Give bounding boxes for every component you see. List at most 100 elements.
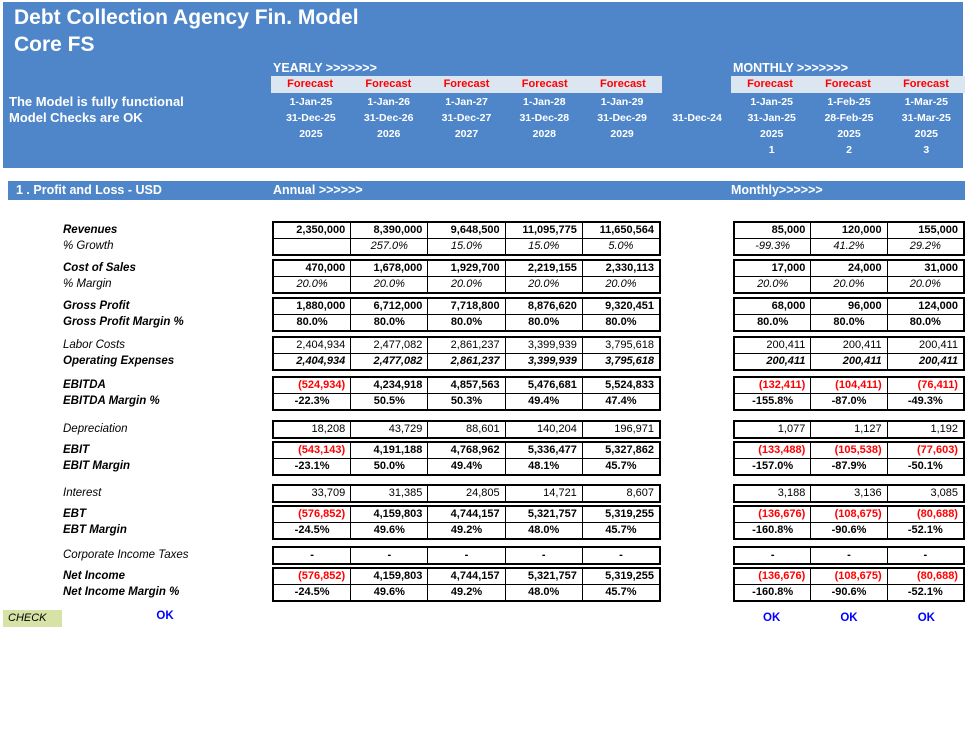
monthly-cell[interactable]: (77,603): [886, 443, 963, 458]
period-end-cell[interactable]: 31-Jan-25: [747, 112, 796, 124]
monthly-cell[interactable]: (76,411): [886, 378, 963, 393]
annual-cell[interactable]: 49.4%: [427, 459, 504, 474]
annual-cell[interactable]: 48.1%: [504, 459, 582, 474]
monthly-cell[interactable]: 155,000: [886, 223, 963, 238]
row-label[interactable]: EBITDA Margin %: [63, 395, 160, 407]
period-start-cell[interactable]: 1-Jan-25: [750, 96, 793, 108]
monthly-cell[interactable]: 80.0%: [757, 316, 789, 328]
year-cell[interactable]: 2028: [532, 128, 556, 140]
annual-cell[interactable]: -23.1%: [294, 460, 330, 472]
annual-cell[interactable]: -24.5%: [294, 524, 330, 536]
period-start-cell[interactable]: 1-Mar-25: [904, 96, 948, 108]
monthly-cell[interactable]: 80.0%: [886, 315, 963, 330]
annual-cell[interactable]: 43,729: [350, 422, 427, 437]
forecast-cell[interactable]: Forecast: [747, 78, 793, 90]
annual-cell[interactable]: 5,524,833: [581, 378, 659, 393]
annual-cell[interactable]: 3,399,939: [504, 338, 582, 353]
annual-cell[interactable]: 5.0%: [581, 239, 659, 254]
period-number-cell[interactable]: 1: [768, 144, 775, 156]
annual-cell[interactable]: 18,208: [311, 423, 346, 435]
period-end-cell[interactable]: 31-Mar-25: [901, 112, 951, 124]
annual-cell[interactable]: 20.0%: [296, 278, 328, 290]
row-label[interactable]: EBT Margin: [63, 524, 127, 536]
year-cell[interactable]: 2029: [610, 128, 634, 140]
year-cell[interactable]: 2027: [454, 128, 479, 140]
monthly-cell[interactable]: -49.3%: [886, 394, 963, 409]
monthly-cell[interactable]: 20.0%: [810, 277, 886, 292]
period-start-cell[interactable]: 1-Jan-25: [289, 96, 333, 108]
annual-cell[interactable]: 80.0%: [581, 315, 659, 330]
period-start-cell[interactable]: 1-Feb-25: [827, 96, 871, 108]
annual-cell[interactable]: 49.4%: [504, 394, 582, 409]
annual-cell[interactable]: 49.6%: [350, 523, 427, 538]
row-label[interactable]: Gross Profit: [63, 300, 130, 312]
monthly-cell[interactable]: 200,411: [810, 354, 886, 369]
period-start-cell[interactable]: 1-Jan-29: [600, 96, 644, 108]
annual-cell[interactable]: (524,934): [298, 379, 346, 391]
annual-cell[interactable]: 49.6%: [350, 585, 427, 600]
period-start-cell[interactable]: 1-Jan-26: [367, 96, 410, 108]
annual-cell[interactable]: 5,327,862: [581, 443, 659, 458]
annual-cell[interactable]: 1,880,000: [296, 300, 346, 312]
annual-cell[interactable]: 45.7%: [581, 459, 659, 474]
monthly-cell[interactable]: -160.8%: [752, 586, 794, 598]
monthly-cell[interactable]: (136,676): [758, 570, 806, 582]
annual-cell[interactable]: -: [350, 548, 427, 563]
monthly-cell[interactable]: (80,688): [886, 507, 963, 522]
year-cell[interactable]: 2025: [914, 128, 938, 140]
monthly-cell[interactable]: 96,000: [810, 299, 886, 314]
forecast-cell[interactable]: Forecast: [287, 78, 334, 90]
annual-cell[interactable]: 1,678,000: [350, 261, 427, 276]
row-label[interactable]: Net Income Margin %: [63, 586, 180, 598]
annual-cell[interactable]: 196,971: [581, 422, 659, 437]
row-label[interactable]: Corporate Income Taxes: [63, 549, 189, 561]
year-cell[interactable]: 2026: [377, 128, 401, 140]
annual-cell[interactable]: 4,857,563: [427, 378, 504, 393]
annual-cell[interactable]: 5,319,255: [581, 569, 659, 584]
annual-cell[interactable]: 49.2%: [427, 585, 504, 600]
check-label-cell[interactable]: CHECK: [3, 610, 62, 627]
forecast-cell[interactable]: Forecast: [521, 78, 568, 90]
annual-cell[interactable]: 24,805: [427, 486, 504, 501]
monthly-cell[interactable]: (132,411): [758, 379, 806, 391]
monthly-cell[interactable]: -160.8%: [752, 524, 794, 536]
annual-cell[interactable]: 4,191,188: [350, 443, 427, 458]
annual-cell[interactable]: 4,159,803: [350, 507, 427, 522]
monthly-cell[interactable]: -50.1%: [886, 459, 963, 474]
row-label[interactable]: EBIT Margin: [63, 460, 131, 472]
annual-cell[interactable]: -: [427, 548, 504, 563]
monthly-cell[interactable]: 3,085: [886, 486, 963, 501]
annual-cell[interactable]: 8,607: [581, 486, 659, 501]
annual-cell[interactable]: 11,095,775: [504, 223, 582, 238]
monthly-cell[interactable]: 80.0%: [810, 315, 886, 330]
annual-cell[interactable]: 80.0%: [504, 315, 582, 330]
monthly-cell[interactable]: 120,000: [810, 223, 886, 238]
monthly-cell[interactable]: 17,000: [771, 262, 806, 274]
forecast-cell[interactable]: Forecast: [443, 78, 490, 90]
annual-cell[interactable]: 2,477,082: [350, 354, 427, 369]
monthly-cell[interactable]: 20.0%: [886, 277, 963, 292]
monthly-cell[interactable]: (108,675): [810, 569, 886, 584]
period-start-cell[interactable]: 1-Jan-27: [445, 96, 488, 108]
monthly-cell[interactable]: -99.3%: [755, 240, 791, 252]
period-end-cell[interactable]: 31-Dec-29: [597, 112, 647, 124]
annual-cell[interactable]: 8,390,000: [350, 223, 427, 238]
period-end-cell[interactable]: 31-Dec-25: [286, 112, 336, 124]
period-start-cell[interactable]: 1-Jan-28: [522, 96, 566, 108]
period-end-cell[interactable]: 31-Dec-27: [441, 112, 492, 124]
annual-cell[interactable]: 2,404,934: [296, 355, 346, 367]
annual-cell[interactable]: 80.0%: [350, 315, 427, 330]
row-label[interactable]: Operating Expenses: [63, 355, 175, 367]
annual-cell[interactable]: 80.0%: [296, 316, 328, 328]
annual-cell[interactable]: 45.7%: [581, 585, 659, 600]
annual-cell[interactable]: 3,399,939: [504, 354, 582, 369]
monthly-cell[interactable]: -90.6%: [810, 523, 886, 538]
annual-cell[interactable]: 140,204: [504, 422, 582, 437]
monthly-cell[interactable]: (105,538): [810, 443, 886, 458]
row-label[interactable]: Interest: [63, 487, 102, 499]
annual-cell[interactable]: 88,601: [427, 422, 504, 437]
monthly-cell[interactable]: 31,000: [886, 261, 963, 276]
annual-cell[interactable]: 5,336,477: [504, 443, 582, 458]
annual-cell[interactable]: 470,000: [305, 262, 346, 274]
period-end-cell[interactable]: 31-Dec-28: [519, 112, 570, 124]
